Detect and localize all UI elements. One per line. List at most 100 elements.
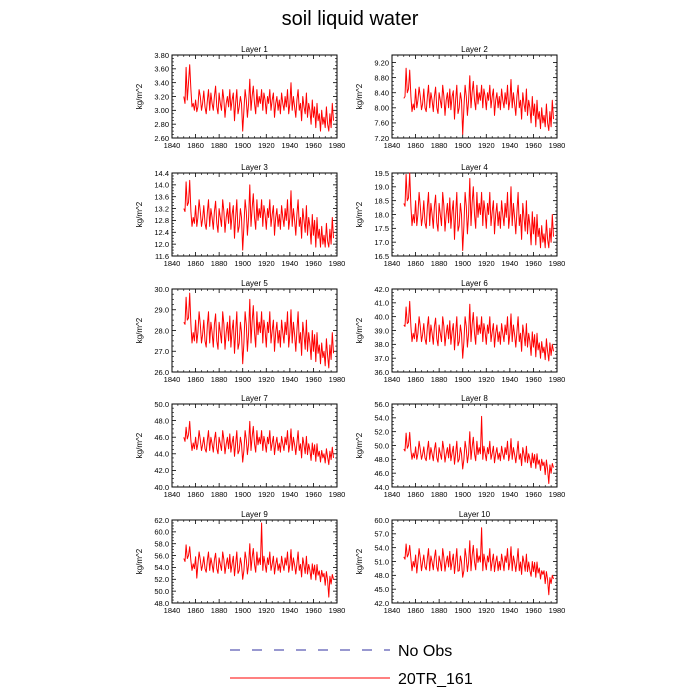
- x-tick-label: 1860: [187, 606, 204, 615]
- x-tick-label: 1880: [211, 259, 228, 268]
- x-tick-label: 1880: [211, 375, 228, 384]
- y-tick-label: 48.0: [374, 455, 389, 464]
- x-tick-label: 1840: [164, 606, 181, 615]
- y-tick-label: 30.0: [154, 285, 169, 294]
- x-tick-label: 1940: [502, 259, 519, 268]
- y-tick-label: 60.0: [374, 516, 389, 525]
- x-tick-label: 1980: [329, 141, 346, 150]
- x-tick-label: 1980: [549, 375, 566, 384]
- x-tick-label: 1880: [211, 141, 228, 150]
- y-tick-label: 56.0: [154, 551, 169, 560]
- figure-title: soil liquid water: [281, 8, 419, 30]
- x-tick-label: 1960: [525, 490, 542, 499]
- y-tick-label: 18.0: [374, 210, 389, 219]
- x-tick-label: 1900: [454, 259, 471, 268]
- y-tick-label: 7.60: [374, 119, 389, 128]
- x-tick-label: 1840: [164, 141, 181, 150]
- y-tick-label: 26.0: [154, 368, 169, 377]
- y-tick-label: 41.0: [374, 299, 389, 308]
- x-tick-label: 1960: [525, 141, 542, 150]
- x-tick-label: 1840: [384, 141, 401, 150]
- y-tick-label: 3.40: [154, 78, 169, 87]
- y-tick-label: 12.4: [154, 228, 169, 237]
- panel-title: Layer 2: [461, 45, 488, 54]
- x-tick-label: 1980: [549, 141, 566, 150]
- y-tick-label: 56.0: [374, 400, 389, 409]
- x-tick-label: 1940: [502, 141, 519, 150]
- x-tick-label: 1920: [258, 490, 275, 499]
- y-tick-label: 3.80: [154, 51, 169, 60]
- series-line-20tr_161: [183, 179, 334, 251]
- x-tick-label: 1840: [384, 259, 401, 268]
- y-tick-label: 48.0: [154, 599, 169, 608]
- x-tick-label: 1900: [234, 375, 251, 384]
- x-tick-label: 1940: [502, 490, 519, 499]
- y-tick-label: 48.0: [374, 571, 389, 580]
- y-tick-label: 13.2: [154, 204, 169, 213]
- y-tick-label: 50.0: [154, 400, 169, 409]
- x-tick-label: 1920: [258, 606, 275, 615]
- x-tick-label: 1920: [258, 141, 275, 150]
- x-tick-label: 1980: [329, 606, 346, 615]
- x-tick-label: 1920: [478, 259, 495, 268]
- panel-title: Layer 3: [241, 163, 268, 172]
- series-line-20tr_161: [403, 527, 554, 596]
- y-tick-label: 13.6: [154, 193, 169, 202]
- x-tick-label: 1880: [211, 606, 228, 615]
- x-tick-label: 1960: [305, 606, 322, 615]
- x-tick-label: 1960: [305, 141, 322, 150]
- y-tick-label: 52.0: [154, 575, 169, 584]
- x-tick-label: 1960: [525, 606, 542, 615]
- x-tick-label: 1880: [431, 490, 448, 499]
- x-tick-label: 1860: [187, 141, 204, 150]
- y-tick-label: 17.5: [374, 224, 389, 233]
- y-axis-label: kg/m^2: [355, 201, 364, 227]
- x-tick-label: 1940: [282, 375, 299, 384]
- y-tick-label: 42.0: [374, 599, 389, 608]
- x-tick-label: 1940: [282, 606, 299, 615]
- y-tick-label: 8.80: [374, 73, 389, 82]
- y-tick-label: 51.0: [374, 557, 389, 566]
- x-tick-label: 1920: [478, 375, 495, 384]
- y-tick-label: 8.40: [374, 89, 389, 98]
- y-tick-label: 3.60: [154, 65, 169, 74]
- y-tick-label: 40.0: [374, 312, 389, 321]
- y-tick-label: 46.0: [374, 469, 389, 478]
- y-tick-label: 48.0: [154, 416, 169, 425]
- x-tick-label: 1940: [282, 259, 299, 268]
- y-tick-label: 58.0: [154, 540, 169, 549]
- x-tick-label: 1840: [164, 490, 181, 499]
- x-tick-label: 1980: [329, 375, 346, 384]
- series-line-20tr_161: [403, 300, 554, 362]
- x-tick-label: 1900: [454, 141, 471, 150]
- y-tick-label: 19.0: [374, 183, 389, 192]
- x-tick-label: 1920: [258, 259, 275, 268]
- panel-layer-9: Layer 9 kg/m^2 48.0 50.0 52.0 54.0 56.0 58.0 60.…: [135, 510, 345, 615]
- x-tick-label: 1860: [187, 490, 204, 499]
- y-tick-label: 40.0: [154, 483, 169, 492]
- x-tick-label: 1900: [454, 606, 471, 615]
- x-tick-label: 1940: [282, 141, 299, 150]
- panel-layer-8: Layer 8 kg/m^2 44.0 46.0 48.0 50.0 52.0 54.0 56.…: [355, 394, 565, 499]
- panel-title: Layer 1: [241, 45, 268, 54]
- y-tick-label: 37.0: [374, 354, 389, 363]
- x-tick-label: 1880: [211, 490, 228, 499]
- x-tick-label: 1900: [234, 490, 251, 499]
- series-line-20tr_161: [403, 172, 554, 251]
- x-tick-label: 1920: [478, 490, 495, 499]
- y-tick-label: 18.5: [374, 196, 389, 205]
- y-axis-label: kg/m^2: [135, 432, 144, 458]
- y-tick-label: 42.0: [154, 466, 169, 475]
- x-tick-label: 1920: [478, 141, 495, 150]
- series-line-20tr_161: [183, 420, 334, 466]
- y-tick-label: 28.0: [154, 326, 169, 335]
- y-tick-label: 36.0: [374, 368, 389, 377]
- y-tick-label: 2.60: [154, 134, 169, 143]
- y-tick-label: 29.0: [154, 306, 169, 315]
- y-tick-label: 50.0: [154, 587, 169, 596]
- x-tick-label: 1940: [502, 606, 519, 615]
- y-tick-label: 14.4: [154, 169, 169, 178]
- x-tick-label: 1860: [187, 375, 204, 384]
- panel-layer-5: Layer 5 kg/m^2 26.0 27.0 28.0 29.0 30.0 1840 186…: [135, 279, 345, 384]
- y-tick-label: 60.0: [154, 528, 169, 537]
